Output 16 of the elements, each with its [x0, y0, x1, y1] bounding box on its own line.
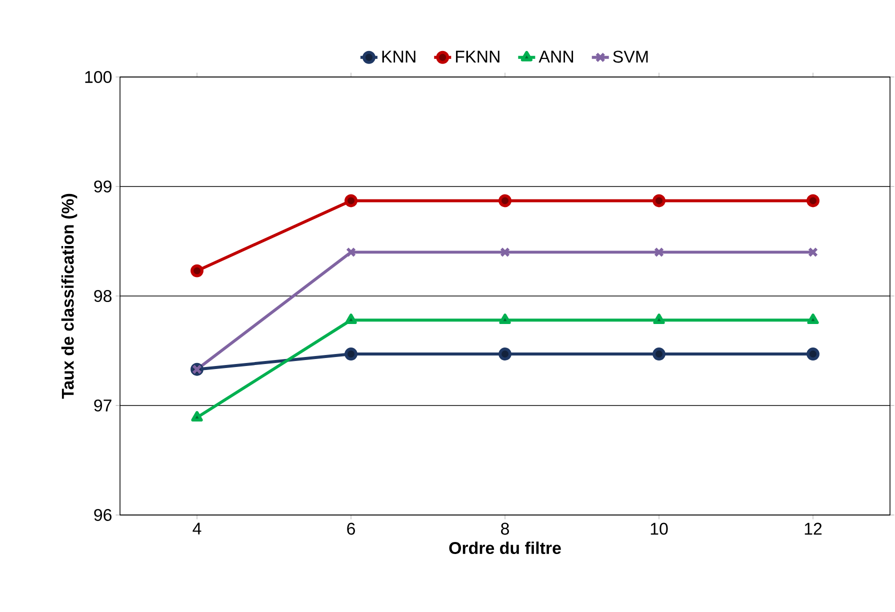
y-tick-label: 99: [94, 180, 112, 192]
legend-label: FKNN: [456, 50, 500, 62]
y-axis-title: Taux de classification (%): [61, 194, 78, 399]
y-tick-label: 100: [85, 70, 112, 83]
x-tick-label: 12: [804, 522, 822, 535]
legend-label: ANN: [538, 50, 574, 62]
legend-label: KNN: [382, 50, 416, 62]
x-tick-label: 8: [501, 522, 509, 535]
x-tick-label: 4: [192, 522, 202, 534]
x-axis-title: Ordre du filtre: [449, 542, 561, 554]
y-tick-label: 97: [94, 399, 112, 412]
legend-label: SVM: [613, 50, 648, 63]
x-tick-label: 6: [347, 522, 355, 535]
x-tick-label: 10: [650, 522, 668, 535]
y-tick-label: 98: [94, 290, 112, 302]
y-tick-label: 96: [94, 508, 112, 521]
